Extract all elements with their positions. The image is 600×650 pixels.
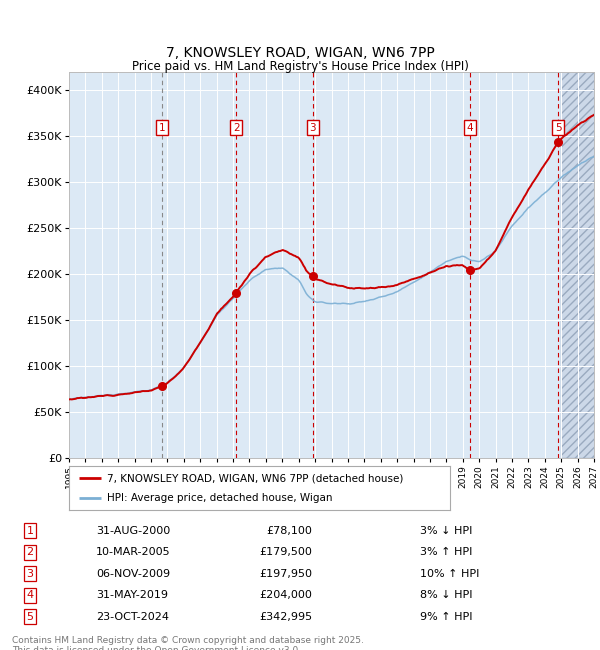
Text: 10% ↑ HPI: 10% ↑ HPI — [420, 569, 479, 578]
Text: Contains HM Land Registry data © Crown copyright and database right 2025.
This d: Contains HM Land Registry data © Crown c… — [12, 636, 364, 650]
Text: 2: 2 — [233, 123, 239, 133]
Text: HPI: Average price, detached house, Wigan: HPI: Average price, detached house, Wiga… — [107, 493, 332, 503]
Text: 31-AUG-2000: 31-AUG-2000 — [96, 526, 170, 536]
Text: Price paid vs. HM Land Registry's House Price Index (HPI): Price paid vs. HM Land Registry's House … — [131, 60, 469, 73]
Text: 31-MAY-2019: 31-MAY-2019 — [96, 590, 168, 600]
Text: 1: 1 — [26, 526, 34, 536]
Text: 1: 1 — [159, 123, 166, 133]
Text: 7, KNOWSLEY ROAD, WIGAN, WN6 7PP: 7, KNOWSLEY ROAD, WIGAN, WN6 7PP — [166, 46, 434, 60]
Bar — [561, 72, 600, 458]
Text: 3: 3 — [310, 123, 316, 133]
Text: 10-MAR-2005: 10-MAR-2005 — [96, 547, 170, 557]
Text: £204,000: £204,000 — [259, 590, 312, 600]
Text: 9% ↑ HPI: 9% ↑ HPI — [420, 612, 473, 621]
Text: 23-OCT-2024: 23-OCT-2024 — [96, 612, 169, 621]
Text: 5: 5 — [26, 612, 34, 621]
Text: 4: 4 — [26, 590, 34, 600]
Bar — [561, 72, 600, 458]
Text: 3% ↓ HPI: 3% ↓ HPI — [420, 526, 472, 536]
Text: 2: 2 — [26, 547, 34, 557]
Text: 5: 5 — [555, 123, 562, 133]
Text: 4: 4 — [466, 123, 473, 133]
Text: 7, KNOWSLEY ROAD, WIGAN, WN6 7PP (detached house): 7, KNOWSLEY ROAD, WIGAN, WN6 7PP (detach… — [107, 473, 403, 484]
Text: £78,100: £78,100 — [266, 526, 312, 536]
Text: 3: 3 — [26, 569, 34, 578]
Text: 06-NOV-2009: 06-NOV-2009 — [96, 569, 170, 578]
Text: £342,995: £342,995 — [259, 612, 312, 621]
Text: £179,500: £179,500 — [259, 547, 312, 557]
Text: 8% ↓ HPI: 8% ↓ HPI — [420, 590, 473, 600]
Text: £197,950: £197,950 — [259, 569, 312, 578]
Text: 3% ↑ HPI: 3% ↑ HPI — [420, 547, 472, 557]
